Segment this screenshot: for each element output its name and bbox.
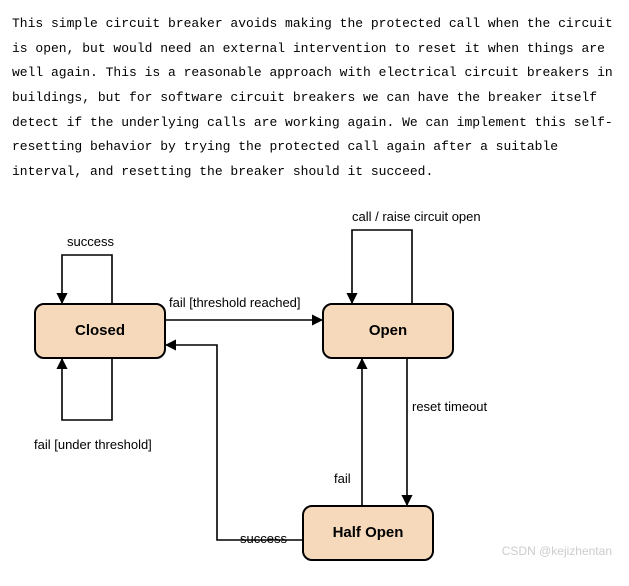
label-success-half: success [240,527,287,552]
state-halfopen-label: Half Open [333,519,404,548]
label-reset-timeout: reset timeout [412,395,487,420]
edge-closed-fail-under [62,359,112,420]
edge-closed-success [62,255,112,303]
label-success-closed: success [67,230,114,255]
edge-open-call-raise [352,230,412,303]
state-closed-label: Closed [75,317,125,346]
label-call-raise: call / raise circuit open [352,205,481,230]
label-fail-half: fail [334,467,351,492]
label-fail-threshold: fail [threshold reached] [169,291,301,316]
watermark: CSDN @kejizhentan [502,540,612,563]
state-diagram: Closed Open Half Open success fail [unde… [12,195,617,565]
state-halfopen: Half Open [302,505,434,561]
intro-paragraph: This simple circuit breaker avoids makin… [12,12,617,185]
edge-halfopen-to-closed [166,345,302,540]
state-open-label: Open [369,317,407,346]
state-closed: Closed [34,303,166,359]
state-open: Open [322,303,454,359]
label-fail-under: fail [under threshold] [34,433,152,458]
